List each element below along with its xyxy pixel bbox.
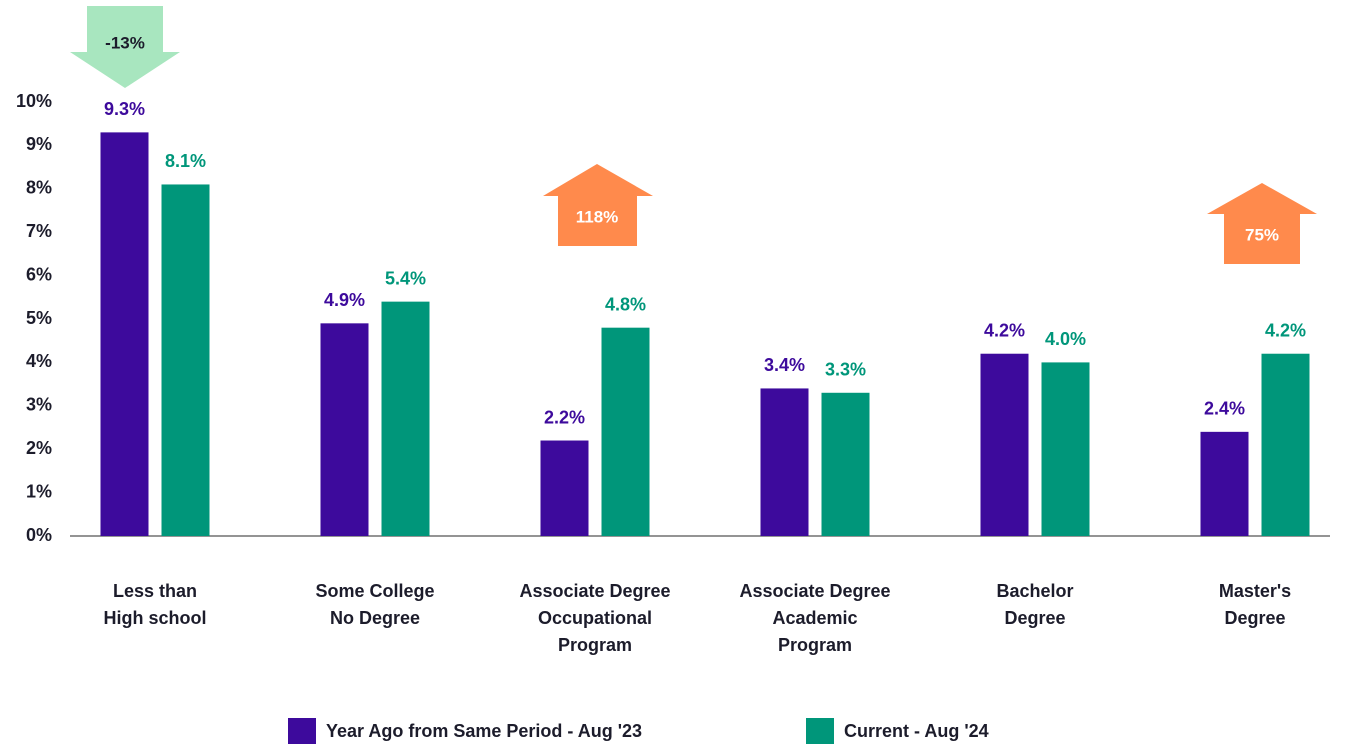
annotation: -13% (105, 33, 145, 52)
value-label: 4.8% (605, 294, 646, 314)
x-tick-label: Occupational (538, 608, 652, 628)
bar (1261, 353, 1310, 536)
value-label: 5.4% (385, 268, 426, 288)
x-tick-label: Program (778, 635, 852, 655)
value-label: 8.1% (165, 151, 206, 171)
value-label: 4.2% (984, 320, 1025, 340)
value-label: 4.2% (1265, 320, 1306, 340)
value-label: 2.2% (544, 407, 585, 427)
y-tick-label: 8% (26, 178, 52, 198)
value-label: 4.9% (324, 290, 365, 310)
increase-arrow (543, 164, 653, 246)
bar (381, 301, 430, 536)
bar (821, 392, 870, 536)
bar (1200, 431, 1249, 536)
y-tick-label: 6% (26, 264, 52, 284)
bar (540, 440, 589, 536)
x-tick-label: Bachelor (996, 581, 1073, 601)
legend-label: Year Ago from Same Period - Aug '23 (326, 721, 642, 741)
x-tick-label: High school (104, 608, 207, 628)
value-label: 3.4% (764, 355, 805, 375)
bar (161, 184, 210, 536)
y-tick-label: 9% (26, 134, 52, 154)
x-tick-label: Program (558, 635, 632, 655)
x-tick-label: No Degree (330, 608, 420, 628)
x-tick-label: Less than (113, 581, 197, 601)
legend-swatch (288, 718, 316, 744)
bar (1041, 362, 1090, 536)
x-tick-label: Master's (1219, 581, 1291, 601)
annotation: 118% (576, 207, 619, 226)
y-tick-label: 3% (26, 395, 52, 415)
bar (760, 388, 809, 536)
x-tick-label: Associate Degree (519, 581, 670, 601)
y-tick-label: 7% (26, 221, 52, 241)
decrease-arrow (70, 6, 180, 88)
y-tick-label: 2% (26, 438, 52, 458)
bar (601, 327, 650, 536)
y-tick-label: 4% (26, 351, 52, 371)
legend-swatch (806, 718, 834, 744)
bar (100, 132, 149, 536)
value-label: 2.4% (1204, 399, 1245, 419)
value-label: 9.3% (104, 99, 145, 119)
y-tick-label: 1% (26, 481, 52, 501)
y-tick-label: 0% (26, 525, 52, 545)
x-tick-label: Degree (1224, 608, 1285, 628)
x-tick-label: Academic (772, 608, 857, 628)
bar (320, 323, 369, 536)
value-label: 3.3% (825, 360, 866, 380)
y-tick-label: 5% (26, 308, 52, 328)
x-tick-label: Associate Degree (739, 581, 890, 601)
annotation: 75% (1245, 225, 1279, 244)
value-label: 4.0% (1045, 329, 1086, 349)
x-tick-label: Some College (315, 581, 434, 601)
x-tick-label: Degree (1004, 608, 1065, 628)
legend-label: Current - Aug '24 (844, 721, 989, 741)
increase-arrow (1207, 183, 1317, 264)
y-tick-label: 10% (16, 91, 52, 111)
bar (980, 353, 1029, 536)
